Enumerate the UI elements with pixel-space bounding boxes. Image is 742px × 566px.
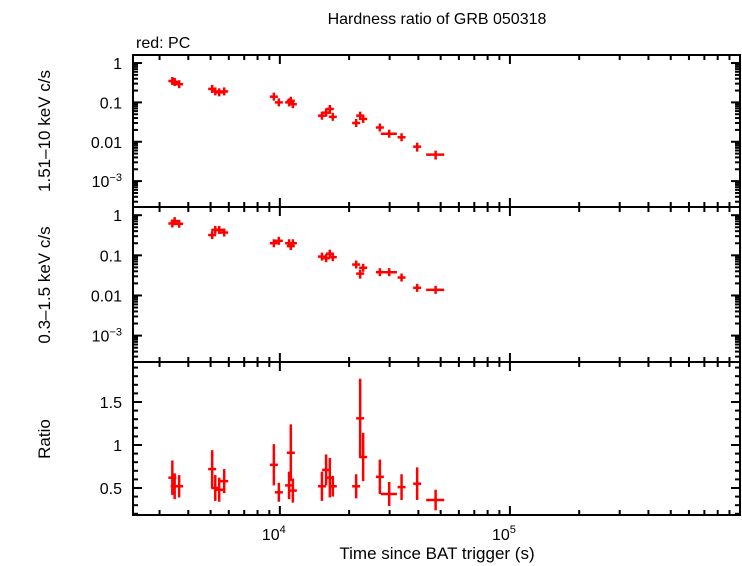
data-point-hard <box>375 123 384 132</box>
y-tick-label: 10−3 <box>92 327 122 346</box>
data-point-ratio <box>328 475 337 497</box>
panel-frame <box>132 54 741 208</box>
y-axis-label-soft: 0.3–1.5 keV c/s <box>35 226 54 343</box>
data-point-ratio <box>286 424 295 482</box>
data-point-soft <box>170 217 179 226</box>
data-point-soft <box>413 283 422 292</box>
panel-ratio: 0.5 1 1.5 <box>100 361 741 516</box>
y-tick-label: 1 <box>113 208 122 225</box>
panel-soft: 1 0.1 0.01 10−3 <box>91 206 741 363</box>
data-point-hard <box>325 104 334 114</box>
data-point-soft <box>356 269 365 279</box>
data-point-hard <box>328 112 337 121</box>
data-point-ratio <box>288 478 297 503</box>
data-point-ratio <box>356 378 365 458</box>
data-point-ratio <box>352 474 361 499</box>
data-point-ratio <box>397 474 406 501</box>
x-tick-label: 104 <box>262 524 286 544</box>
data-point-ratio <box>413 467 422 501</box>
y-tick-label: 1 <box>113 56 122 73</box>
panel-hard: 1 0.1 0.01 10−3 <box>91 54 741 208</box>
data-point-soft <box>274 236 283 245</box>
data-point-soft <box>322 254 331 263</box>
data-point-soft <box>359 263 368 272</box>
data-point-ratio <box>317 471 326 501</box>
y-tick-label: 0.01 <box>91 135 122 152</box>
data-point-hard <box>269 92 278 101</box>
y-tick-label: 10−3 <box>92 172 122 191</box>
data-point-hard <box>352 118 361 127</box>
data-point-soft <box>352 260 361 269</box>
y-axis-label-hard: 1.51–10 keV c/s <box>35 70 54 192</box>
y-axis-label-ratio: Ratio <box>35 419 54 459</box>
data-point-hard <box>170 77 179 86</box>
data-point-ratio <box>426 489 445 511</box>
legend-note: red: PC <box>136 35 190 52</box>
y-tick-label: 0.1 <box>100 248 122 265</box>
data-point-hard <box>274 98 283 107</box>
data-point-hard <box>413 142 422 152</box>
data-point-soft <box>328 253 337 262</box>
data-point-ratio <box>380 481 397 507</box>
data-point-hard <box>288 100 297 109</box>
data-point-ratio <box>359 432 368 482</box>
y-tick-label: 0.5 <box>100 481 122 498</box>
data-point-soft <box>317 252 326 261</box>
data-point-soft <box>215 225 224 234</box>
data-point-hard <box>426 150 445 160</box>
data-point-soft <box>208 231 217 240</box>
y-tick-label: 0.01 <box>91 288 122 305</box>
data-point-ratio <box>375 459 384 495</box>
data-point-hard <box>359 114 368 123</box>
data-point-ratio <box>274 482 283 502</box>
data-point-soft <box>269 239 278 248</box>
data-point-hard <box>380 129 397 138</box>
data-point-soft <box>426 285 445 294</box>
data-point-hard <box>317 111 326 120</box>
data-point-soft <box>220 228 229 237</box>
data-point-hard <box>397 133 406 142</box>
data-point-ratio <box>211 475 220 501</box>
data-point-ratio <box>215 477 224 502</box>
y-tick-label: 0.1 <box>100 95 122 112</box>
data-point-hard <box>175 80 184 89</box>
data-point-ratio <box>175 475 184 498</box>
data-point-ratio <box>269 444 278 486</box>
data-point-soft <box>288 239 297 248</box>
data-point-ratio <box>208 450 217 488</box>
data-point-soft <box>380 268 397 277</box>
panel-frame <box>132 361 741 516</box>
y-tick-label: 1.5 <box>100 395 122 412</box>
y-tick-label: 1 <box>113 438 122 455</box>
chart-title: Hardness ratio of GRB 050318 <box>328 11 547 28</box>
x-tick-label: 105 <box>492 524 516 544</box>
data-point-soft <box>175 219 184 228</box>
data-point-hard <box>220 87 229 96</box>
data-point-soft <box>397 273 406 282</box>
data-point-ratio <box>220 469 229 494</box>
x-axis-label: Time since BAT trigger (s) <box>339 544 534 563</box>
